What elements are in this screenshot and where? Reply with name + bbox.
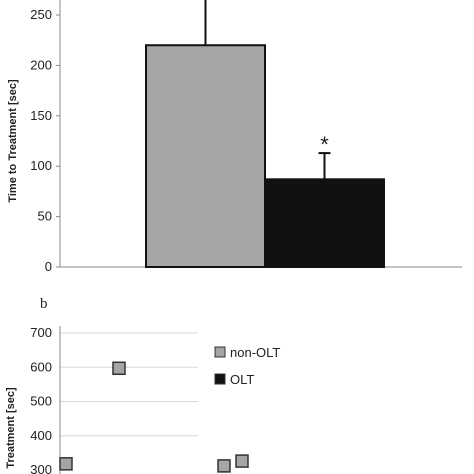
bar-2 — [264, 178, 385, 268]
point-1-2 — [112, 361, 126, 376]
legend-marker-1 — [214, 346, 226, 358]
scatter-chart-b: 300 400 500 600 700 Treatment [sec] non-OLT OLT — [5, 325, 280, 474]
legend-marker-2 — [214, 373, 226, 385]
legend-label-2: OLT — [230, 372, 254, 387]
y-tick-label: 600 — [30, 359, 52, 374]
y-tick-label: 500 — [30, 394, 52, 409]
bar-1 — [145, 44, 266, 268]
y-axis-title: Treatment [sec] — [5, 387, 17, 469]
point-1-3 — [217, 459, 231, 473]
bar-chart-a: 0 50 100 150 200 250 Time to Treatment [sec] * — [7, 0, 462, 274]
y-tick-label: 200 — [30, 57, 52, 72]
point-1-1 — [59, 457, 73, 471]
y-tick-label: 300 — [30, 462, 52, 474]
significance-star: * — [320, 132, 329, 157]
y-tick-label: 400 — [30, 428, 52, 443]
point-1-4 — [235, 454, 249, 468]
y-tick-label: 250 — [30, 7, 52, 22]
y-tick-label: 700 — [30, 325, 52, 340]
y-axis-title: Time to Treatment [sec] — [7, 79, 19, 203]
y-tick-label: 100 — [30, 158, 52, 173]
legend-label-1: non-OLT — [230, 345, 280, 360]
y-tick-label: 150 — [30, 108, 52, 123]
y-tick-label: 0 — [45, 259, 52, 274]
y-tick-label: 50 — [38, 209, 52, 224]
panel-b-label: b — [40, 296, 48, 312]
